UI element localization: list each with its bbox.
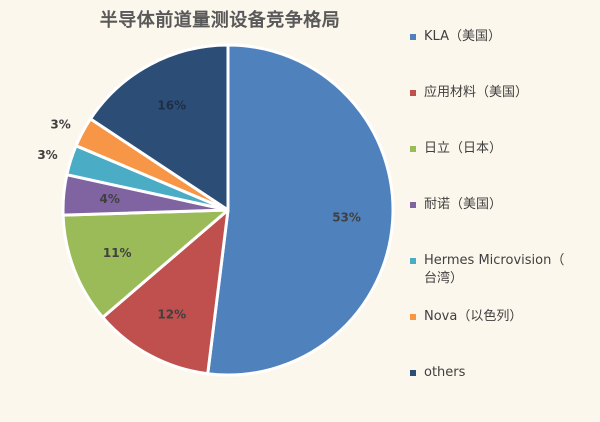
pie-slice-2 (61, 208, 230, 319)
legend-label-kla: KLA（美国） (424, 29, 501, 44)
pie-slice-0 (206, 43, 395, 377)
legend-item-hitachi: 日立（日本） (410, 140, 600, 158)
legend-swatch-hitachi (410, 146, 416, 152)
legend-swatch-others (410, 370, 416, 376)
legend-label-nanometrics: 耐诺（美国） (424, 197, 503, 212)
legend-label-hermes-microvision-line2: 台湾） (424, 271, 464, 286)
legend-swatch-applied-materials (410, 90, 416, 96)
pie-label-1: 12% (157, 308, 186, 322)
legend-item-nova: Nova（以色列） (410, 308, 600, 326)
chart-title: 半导体前道量测设备竞争格局 (99, 10, 341, 31)
legend-swatch-kla (410, 34, 416, 40)
legend-item-applied-materials: 应用材料（美国） (410, 84, 600, 102)
pie-slice-6 (88, 43, 230, 212)
pie-label-4: 3% (37, 148, 57, 162)
legend-item-kla: KLA（美国） (410, 28, 600, 46)
legend-label-nova: Nova（以色列） (424, 309, 523, 324)
pie-label-5: 3% (50, 117, 70, 131)
pie-label-3: 4% (100, 192, 120, 206)
pie-slice-1 (101, 208, 230, 376)
legend-item-nanometrics: 耐诺（美国） (410, 196, 600, 214)
legend-label-others: others (424, 365, 466, 380)
legend-label-hitachi: 日立（日本） (424, 141, 503, 156)
pie-slices (61, 43, 395, 377)
pie-label-2: 11% (103, 246, 132, 260)
legend-swatch-nanometrics (410, 202, 416, 208)
legend-swatch-hermes-microvision (410, 258, 416, 264)
pie-chart: 53% 12% 11% 4% 3% 3% 16% (37, 43, 395, 377)
legend-label-hermes-microvision: Hermes Microvision（ (424, 253, 565, 268)
pie-label-0: 53% (332, 210, 361, 224)
chart-legend: KLA（美国） 应用材料（美国） 日立（日本） 耐诺（美国） Hermes Mi… (410, 28, 600, 420)
legend-label-applied-materials: 应用材料（美国） (424, 85, 529, 100)
legend-item-hermes-microvision: Hermes Microvision（ 台湾） (410, 252, 600, 288)
legend-swatch-nova (410, 314, 416, 320)
pie-labels: 53% 12% 11% 4% 3% 3% 16% (37, 98, 361, 321)
pie-label-6: 16% (157, 98, 186, 112)
legend-item-others: others (410, 364, 600, 382)
